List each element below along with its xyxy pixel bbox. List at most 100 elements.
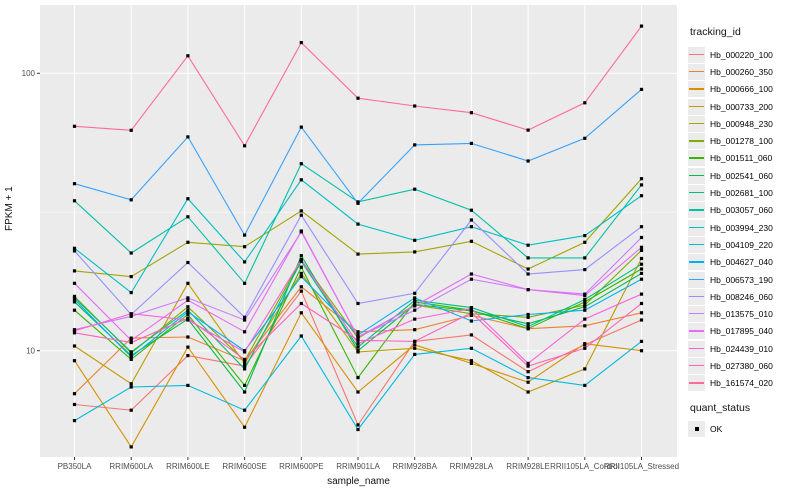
x-tick-label: RRIM600SE xyxy=(222,462,266,471)
data-point xyxy=(186,240,190,244)
data-point xyxy=(72,329,77,333)
data-point xyxy=(583,297,587,302)
data-point xyxy=(356,252,360,256)
y-axis-title: FPKM + 1 xyxy=(4,186,15,231)
data-point xyxy=(129,355,133,359)
legend-item: Hb_004109_220 xyxy=(688,236,800,253)
data-point xyxy=(583,240,587,244)
data-point xyxy=(186,260,190,265)
data-point xyxy=(186,308,190,312)
line-swatch-icon xyxy=(688,254,705,271)
data-point xyxy=(356,96,360,100)
data-point xyxy=(469,306,473,311)
data-point xyxy=(639,292,644,296)
data-point xyxy=(186,354,190,358)
data-point xyxy=(299,265,303,269)
line-swatch-icon xyxy=(688,340,705,357)
data-point xyxy=(469,239,473,243)
line-swatch-icon xyxy=(688,46,705,63)
data-point xyxy=(639,256,644,261)
y-tick-label: 10 xyxy=(26,347,35,356)
data-point xyxy=(186,281,190,285)
plot-panel: 100 10 PB350LA RRIM600LA RRIM600LE RRIM600SE R… xyxy=(22,5,679,471)
data-point xyxy=(186,312,190,317)
data-point xyxy=(526,288,530,292)
data-point xyxy=(243,408,247,412)
legend-label: Hb_017895_040 xyxy=(710,326,773,337)
data-point xyxy=(583,303,587,307)
data-point xyxy=(583,305,587,309)
data-point xyxy=(243,383,247,387)
legend-label: Hb_000948_230 xyxy=(710,118,773,129)
data-point xyxy=(129,385,133,389)
data-point xyxy=(639,24,644,28)
legend-label: Hb_161574_020 xyxy=(710,378,773,389)
data-point xyxy=(299,258,303,262)
legend-item: Hb_002541_060 xyxy=(688,167,800,184)
data-point xyxy=(129,312,133,316)
x-tick-label: RRIM928BA xyxy=(392,462,437,471)
line-swatch-icon xyxy=(688,115,705,132)
data-point xyxy=(469,333,473,337)
line-swatch-icon xyxy=(688,98,705,115)
data-point xyxy=(356,427,360,432)
data-point xyxy=(583,294,587,298)
legend-label: Hb_002681_100 xyxy=(710,188,773,199)
x-tick-label: RRIM600LE xyxy=(166,462,210,471)
data-point xyxy=(413,308,417,312)
legend-label: Hb_000260_350 xyxy=(710,66,773,77)
x-tick-label: RRIM928LA xyxy=(450,462,494,471)
data-point xyxy=(469,309,473,313)
data-point xyxy=(299,271,303,275)
data-point xyxy=(469,111,473,115)
data-point xyxy=(186,305,190,309)
data-point xyxy=(583,317,587,321)
data-point xyxy=(299,125,303,129)
data-point xyxy=(413,187,417,191)
legend-item: Hb_000948_230 xyxy=(688,115,800,132)
legend-label: Hb_013575_010 xyxy=(710,309,773,320)
data-point xyxy=(469,225,473,229)
legend-item: Hb_000666_100 xyxy=(688,81,800,98)
legend-label: Hb_008246_060 xyxy=(710,291,773,302)
data-point xyxy=(356,333,360,337)
data-point xyxy=(72,246,77,250)
data-point xyxy=(639,339,644,343)
legend-item: Hb_001511_060 xyxy=(688,150,800,167)
data-point xyxy=(413,298,417,302)
data-point xyxy=(129,291,133,295)
line-swatch-icon xyxy=(688,133,705,150)
data-point xyxy=(299,301,303,306)
data-point xyxy=(583,346,587,350)
data-point xyxy=(583,300,587,304)
data-point xyxy=(356,376,360,380)
data-point xyxy=(129,408,133,412)
data-point xyxy=(469,361,473,365)
data-point xyxy=(186,298,190,302)
data-point xyxy=(243,330,247,334)
data-point xyxy=(639,235,644,240)
data-point xyxy=(583,136,587,140)
data-point xyxy=(72,359,77,363)
data-point xyxy=(299,178,303,182)
line-swatch-icon xyxy=(688,219,705,236)
data-point xyxy=(299,311,303,315)
data-point xyxy=(186,54,190,58)
data-point xyxy=(639,245,644,249)
data-point xyxy=(639,318,644,322)
data-point xyxy=(72,392,77,396)
data-point xyxy=(299,259,303,263)
data-point xyxy=(356,349,360,353)
data-point xyxy=(72,419,77,423)
data-point xyxy=(639,262,644,266)
data-point xyxy=(356,423,360,427)
data-point xyxy=(186,296,190,300)
legend-item: Hb_002681_100 xyxy=(688,184,800,202)
data-point xyxy=(299,285,303,289)
data-point xyxy=(469,218,473,222)
data-point xyxy=(469,346,473,350)
data-point xyxy=(413,291,417,295)
data-point xyxy=(129,275,133,279)
data-point xyxy=(299,334,303,338)
data-point xyxy=(186,197,190,201)
